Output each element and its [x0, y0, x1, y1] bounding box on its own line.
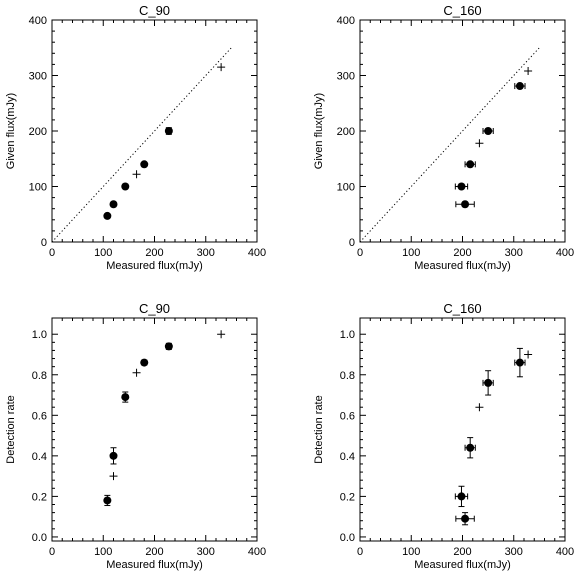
x-tick-label: 200 — [453, 546, 471, 558]
x-tick-label: 200 — [145, 546, 163, 558]
data-point-circle — [109, 451, 118, 460]
data-point-circle — [103, 496, 112, 505]
data-point-circle — [140, 160, 149, 169]
x-tick-label: 300 — [197, 546, 215, 558]
data-point-circle — [164, 342, 173, 351]
y-tick-label: 0.8 — [340, 370, 355, 382]
y-tick-label: 0.4 — [340, 451, 355, 463]
plot-frame — [359, 317, 566, 542]
y-tick-label: 0.8 — [32, 370, 47, 382]
one-to-one-reference-line — [359, 47, 540, 243]
data-point-circle — [484, 378, 493, 387]
data-point-plus — [475, 403, 484, 412]
chart-title: C_90 — [139, 301, 170, 316]
x-axis-label: Measured flux(mJy) — [414, 559, 511, 571]
data-point-circle — [140, 358, 149, 367]
y-axis-label: Detection rate — [5, 395, 17, 463]
y-tick-label: 0.2 — [32, 491, 47, 503]
y-tick-label: 1.0 — [340, 329, 355, 341]
y-tick-label: 300 — [337, 71, 355, 83]
chart-title: C_90 — [139, 3, 170, 18]
x-tick-label: 0 — [49, 247, 55, 259]
y-tick-label: 100 — [29, 182, 47, 194]
data-point-circle — [461, 514, 470, 523]
y-axis-label: Detection rate — [313, 395, 325, 463]
x-tick-label: 0 — [49, 546, 55, 558]
x-tick-label: 300 — [197, 247, 215, 259]
data-point-circle — [109, 200, 118, 209]
x-tick-label: 400 — [556, 546, 574, 558]
x-tick-label: 0 — [357, 546, 363, 558]
chart-title: C_160 — [443, 301, 481, 316]
y-tick-label: 100 — [337, 182, 355, 194]
chart-panel-given-flux-c160: C_160 0 100 200 300 400 0 100 200 300 400 Measured … — [313, 3, 574, 272]
data-point-circle — [103, 211, 112, 220]
y-tick-label: 0.0 — [32, 532, 47, 544]
data-point-circle — [457, 182, 466, 191]
y-tick-label: 300 — [29, 71, 47, 83]
y-tick-label: 200 — [29, 126, 47, 138]
x-axis-label: Measured flux(mJy) — [414, 260, 511, 272]
x-tick-label: 100 — [94, 546, 112, 558]
y-tick-label: 400 — [29, 15, 47, 27]
chart-panel-given-flux-c90: C_90 0 100 200 300 400 0 100 200 300 400 Measured f… — [5, 3, 266, 272]
plot-frame — [51, 317, 258, 542]
data-point-circle — [121, 393, 130, 402]
x-tick-label: 400 — [248, 247, 266, 259]
data-point-plus — [217, 330, 226, 339]
data-point-circle — [515, 358, 524, 367]
data-point-circle — [461, 200, 470, 209]
data-point-circle — [164, 127, 173, 135]
data-point-circle — [121, 182, 130, 191]
chart-panel-detection-rate-c90: C_90 0 100 200 300 400 0.0 0.2 0.4 0.6 0.8 1.0 Measu… — [5, 301, 266, 571]
x-axis-label: Measured flux(mJy) — [106, 559, 203, 571]
y-tick-label: 0.6 — [340, 410, 355, 422]
y-tick-label: 1.0 — [32, 329, 47, 341]
x-tick-label: 400 — [556, 247, 574, 259]
data-point-circle — [515, 82, 524, 91]
data-point-plus — [524, 350, 533, 359]
x-tick-label: 400 — [248, 546, 266, 558]
chart-panel-detection-rate-c160: C_160 0 100 200 300 400 0.0 0.2 0.4 0.6 0.8 1.0 Meas… — [313, 301, 574, 571]
x-axis-label: Measured flux(mJy) — [106, 260, 203, 272]
one-to-one-reference-line — [51, 47, 232, 243]
data-point-circle — [466, 160, 475, 169]
data-point-circle — [484, 127, 493, 135]
x-tick-label: 100 — [402, 546, 420, 558]
x-tick-label: 100 — [402, 247, 420, 259]
data-point-plus — [217, 63, 226, 72]
y-tick-label: 200 — [337, 126, 355, 138]
y-tick-label: 0.6 — [32, 410, 47, 422]
data-point-plus — [132, 170, 141, 179]
x-tick-label: 200 — [453, 247, 471, 259]
x-tick-label: 200 — [145, 247, 163, 259]
y-axis-label: Given flux(mJy) — [5, 93, 17, 169]
x-tick-label: 300 — [505, 546, 523, 558]
data-point-circle — [466, 443, 475, 452]
y-tick-label: 0 — [41, 237, 47, 249]
x-tick-label: 0 — [357, 247, 363, 259]
x-tick-label: 300 — [505, 247, 523, 259]
y-tick-label: 0 — [349, 237, 355, 249]
data-point-plus — [109, 472, 118, 481]
y-tick-label: 0.2 — [340, 491, 355, 503]
data-point-circle — [457, 492, 466, 501]
x-tick-label: 100 — [94, 247, 112, 259]
data-point-plus — [132, 368, 141, 377]
y-tick-label: 0.0 — [340, 532, 355, 544]
y-axis-label: Given flux(mJy) — [313, 93, 325, 169]
data-point-plus — [475, 139, 484, 148]
data-point-plus — [524, 67, 533, 76]
y-tick-label: 400 — [337, 15, 355, 27]
chart-title: C_160 — [443, 3, 481, 18]
y-tick-label: 0.4 — [32, 451, 47, 463]
